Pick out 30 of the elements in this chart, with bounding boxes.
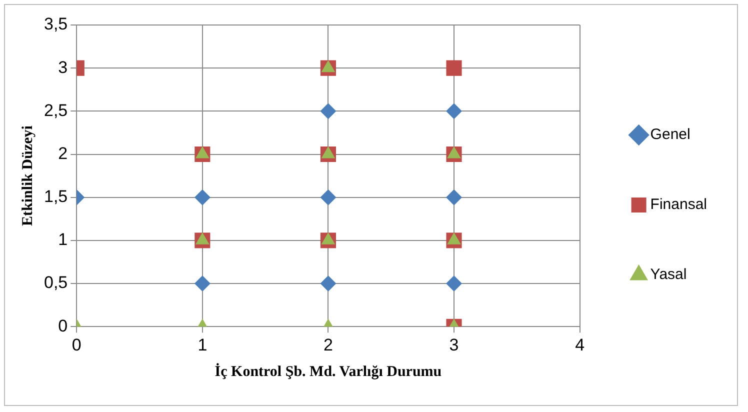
- y-tick-label: 3,5: [44, 14, 68, 34]
- point: [447, 232, 461, 244]
- x-tick-label: 2: [323, 335, 333, 354]
- point: [194, 189, 210, 206]
- y-tick-label: 3: [58, 58, 68, 77]
- y-tick-label: 0: [58, 316, 68, 336]
- point: [447, 146, 461, 158]
- x-tick-label: 4: [575, 335, 585, 354]
- y-tick-label: 2: [58, 144, 68, 163]
- point: [195, 146, 210, 158]
- point: [320, 103, 336, 120]
- point: [446, 189, 462, 206]
- x-axis-title: İç Kontrol Şb. Md. Varlığı Durumu: [214, 362, 442, 380]
- y-axis-title: Etkinlik Düzeyi: [20, 126, 36, 226]
- point: [321, 146, 336, 158]
- legend-label: Finansal: [650, 196, 708, 214]
- y-tick-label: 0,5: [44, 273, 68, 292]
- y-tick-label: 2,5: [44, 100, 68, 120]
- x-tick-label: 1: [198, 335, 208, 354]
- point: [195, 232, 210, 244]
- y-tick-label: 1,5: [44, 187, 68, 206]
- y-tick-label: 1: [58, 230, 68, 250]
- legend-label: Yasal: [650, 266, 687, 284]
- point: [446, 60, 462, 76]
- point: [446, 103, 462, 120]
- point: [321, 232, 336, 244]
- x-tick-label: 3: [449, 335, 459, 354]
- legend-label: Genel: [650, 126, 690, 144]
- point: [320, 189, 336, 206]
- x-tick-label: 0: [72, 335, 82, 354]
